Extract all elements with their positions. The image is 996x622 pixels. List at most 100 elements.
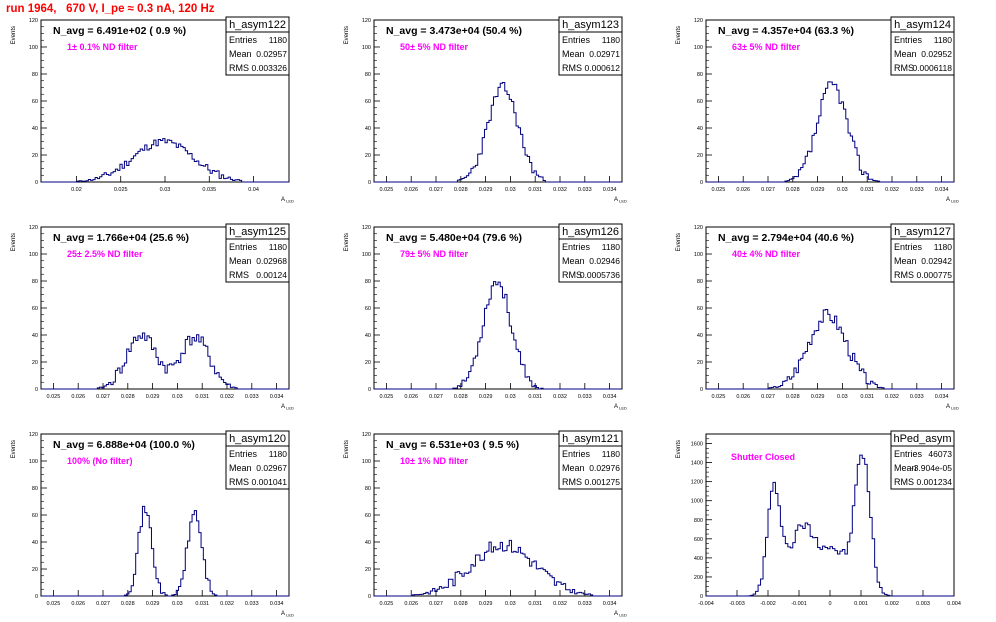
stats-label: Mean	[894, 49, 917, 59]
x-tick-label: 0.031	[860, 187, 874, 193]
histogram-panel-h_asym126: 0 20 40 60 80 100 120 0.025 0.026 0.027 0.028 0.029…	[344, 223, 627, 411]
histogram-bin	[489, 120, 491, 182]
y-tick-label: 60	[697, 306, 703, 312]
histogram-bin	[521, 553, 523, 596]
y-tick-label: 0	[700, 387, 703, 393]
y-tick-label: 20	[365, 153, 371, 159]
stats-label: RMS	[562, 63, 582, 73]
stats-label: RMS	[229, 63, 249, 73]
histogram-bin	[536, 569, 538, 596]
stats-box: h_asym122 Entries 1180 Mean 0.02957 RMS 0.0033…	[225, 16, 290, 76]
stats-value: 1180	[934, 35, 953, 45]
y-tick-label: 40	[697, 126, 703, 132]
y-tick-label: 1600	[691, 442, 703, 448]
y-axis-label: Events	[11, 440, 17, 458]
histogram-bin	[548, 574, 550, 596]
histogram-bin	[120, 373, 122, 389]
x-tick-label: 0.026	[736, 187, 750, 193]
histogram-bin	[543, 570, 545, 596]
x-tick-label: 0.002	[885, 601, 899, 607]
histogram-bin	[482, 560, 484, 596]
histogram-bin	[170, 364, 172, 389]
navg-label: N_avg = 1.766e+04 (25.6 %)	[53, 232, 189, 244]
x-axis-label: A LED	[281, 197, 294, 204]
stats-value: 0.02967	[256, 463, 287, 473]
histogram-bin	[480, 338, 482, 389]
histogram-bin	[174, 363, 176, 389]
x-tick-label: 0.025	[47, 394, 61, 400]
x-axis-label: A LED	[614, 611, 627, 618]
histogram-bin	[832, 549, 834, 596]
histogram-bin	[149, 149, 151, 182]
histogram-bin	[138, 151, 140, 182]
histogram-bin	[165, 373, 167, 389]
y-tick-label: 80	[32, 72, 38, 78]
navg-bg	[714, 22, 882, 38]
x-axis-label: A LED	[614, 404, 627, 411]
histogram-bin	[118, 170, 120, 182]
x-tick-label: 0.029	[146, 601, 160, 607]
histogram-bin	[783, 536, 785, 596]
y-tick-label: 80	[365, 279, 371, 285]
histogram-bin	[124, 363, 126, 389]
stats-label: Entries	[229, 35, 258, 45]
stats-label: Mean	[562, 49, 585, 59]
histogram-bin	[828, 549, 830, 596]
histogram-bin	[197, 335, 199, 389]
x-tick-label: 0.029	[479, 187, 493, 193]
x-tick-label: 0.003	[916, 601, 930, 607]
histogram-bin	[192, 515, 194, 596]
histogram-bin	[487, 551, 489, 596]
histogram-bin	[773, 482, 775, 596]
stats-value: 0.02971	[589, 49, 620, 59]
x-axis-label: A LED	[281, 611, 294, 618]
histogram-bin	[136, 154, 138, 182]
stats-frame	[890, 430, 955, 490]
histogram-panel-h_asym121: 0 20 40 60 80 100 120 0.025 0.026 0.027 0.028 0.029…	[344, 430, 627, 618]
histogram-bin	[491, 286, 493, 389]
filter-note: 1± 0.1% ND filter	[67, 42, 138, 52]
histogram-bin	[199, 342, 201, 389]
navg-box: N_avg = 4.357e+04 (63.3 %)	[714, 22, 882, 38]
stats-label: Mean	[229, 49, 252, 59]
page-title: run 1964, 670 V, I_pe ≈ 0.3 nA, 120 Hz	[6, 3, 215, 15]
navg-bg	[382, 229, 550, 245]
histogram-bin	[789, 379, 791, 389]
x-tick-label: 0.02	[71, 187, 82, 193]
x-tick-label: 0.025	[114, 187, 128, 193]
histogram-bin	[185, 151, 187, 182]
x-tick-label: 0.029	[811, 394, 825, 400]
x-tick-label: 0.03	[160, 187, 171, 193]
stats-value: 0.02968	[256, 256, 287, 266]
histogram-bin	[457, 572, 459, 596]
histogram-bin	[830, 82, 832, 182]
stats-frame	[225, 430, 290, 490]
x-tick-label: 0.028	[121, 394, 135, 400]
x-tick-label: 0.034	[935, 187, 949, 193]
histogram-bin	[805, 523, 807, 596]
x-tick-label: 0.034	[603, 601, 617, 607]
histogram-bin	[816, 331, 818, 389]
filter-note: 63± 5% ND filter	[732, 42, 800, 52]
histogram-bin	[828, 314, 830, 389]
histogram-bin	[509, 326, 511, 389]
histogram-bin	[850, 360, 852, 389]
navg-label: N_avg = 2.794e+04 (40.6 %)	[718, 232, 854, 244]
histogram-bin	[167, 140, 169, 182]
histogram-bin	[97, 179, 99, 182]
histogram-bin	[830, 321, 832, 389]
x-tick-label: 0.033	[910, 394, 924, 400]
histogram-bin	[845, 554, 847, 596]
histogram-bin	[800, 526, 802, 596]
y-axis-label: Events	[676, 233, 682, 251]
histogram-outline	[374, 281, 622, 390]
histogram-bin	[142, 333, 144, 389]
x-tick-label: 0.025	[712, 187, 726, 193]
x-tick-label: 0.025	[380, 394, 394, 400]
x-tick-label: 0.027	[429, 187, 443, 193]
stats-value: 0.02957	[256, 49, 287, 59]
stats-label: Mean	[562, 256, 585, 266]
histogram-bin	[181, 146, 183, 182]
histogram-bin	[523, 554, 525, 596]
stats-frame	[558, 16, 623, 76]
